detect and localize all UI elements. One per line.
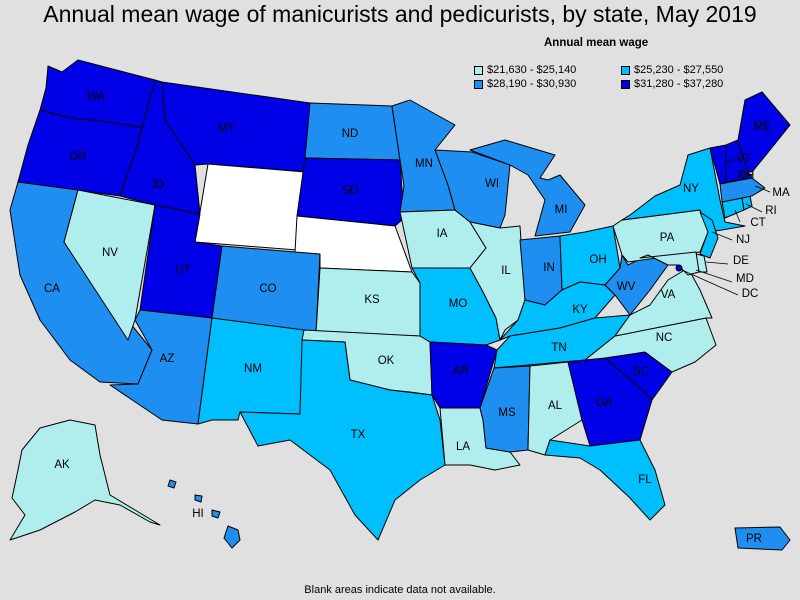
- state-label-VA: VA: [661, 289, 676, 301]
- state-label-NH: NH: [738, 170, 755, 182]
- state-label-DC: DC: [742, 288, 759, 300]
- state-label-IA: IA: [437, 228, 448, 240]
- state-label-NJ: NJ: [736, 234, 750, 246]
- state-IN[interactable]: [519, 235, 563, 306]
- state-label-RI: RI: [765, 205, 777, 217]
- state-label-MS: MS: [498, 407, 516, 419]
- state-label-TN: TN: [551, 342, 566, 354]
- state-label-MT: MT: [218, 123, 235, 135]
- leader-lines: [681, 157, 771, 296]
- legend-title: Annual mean wage: [544, 37, 649, 49]
- state-MI[interactable]: [469, 139, 586, 237]
- state-label-SC: SC: [633, 366, 649, 378]
- state-NJ[interactable]: [699, 211, 719, 259]
- state-label-WV: WV: [617, 281, 636, 293]
- legend-swatch-2: [621, 65, 630, 75]
- state-label-FL: FL: [638, 474, 652, 486]
- state-label-DE: DE: [733, 255, 749, 267]
- legend-swatch-1: [474, 65, 483, 75]
- state-WY[interactable]: [194, 163, 306, 251]
- footnote: Blank areas indicate data not available.: [304, 584, 496, 596]
- legend-item-1: $21,630 - $25,140: [474, 64, 576, 76]
- legend-label-1: $21,630 - $25,140: [487, 64, 577, 76]
- state-TX[interactable]: [239, 339, 446, 541]
- legend-label-3: $28,190 - $30,930: [487, 78, 577, 90]
- state-label-CA: CA: [44, 283, 60, 295]
- state-label-IL: IL: [501, 265, 511, 277]
- state-DC[interactable]: [675, 264, 683, 272]
- state-label-AK: AK: [54, 459, 70, 471]
- legend-item-3: $28,190 - $30,930: [474, 78, 576, 90]
- state-label-CO: CO: [259, 283, 276, 295]
- state-label-GA: GA: [596, 397, 613, 409]
- state-label-PR: PR: [746, 533, 762, 545]
- state-shapes: [9, 59, 791, 551]
- state-label-ID: ID: [152, 179, 164, 191]
- state-label-TX: TX: [351, 429, 366, 441]
- state-FL[interactable]: [544, 439, 666, 521]
- state-label-MD: MD: [736, 273, 754, 285]
- state-HI[interactable]: [167, 479, 241, 549]
- state-label-MI: MI: [555, 204, 568, 216]
- state-label-AR: AR: [453, 365, 469, 377]
- state-label-WA: WA: [87, 91, 105, 103]
- state-label-AZ: AZ: [160, 353, 175, 365]
- state-label-AL: AL: [548, 400, 563, 412]
- state-label-MA: MA: [772, 187, 790, 199]
- state-label-CT: CT: [750, 217, 765, 229]
- state-label-NY: NY: [683, 183, 699, 195]
- state-label-NM: NM: [244, 363, 262, 375]
- state-label-ND: ND: [342, 128, 359, 140]
- state-label-SD: SD: [342, 185, 358, 197]
- state-label-MO: MO: [449, 298, 468, 310]
- state-label-LA: LA: [456, 441, 470, 453]
- state-label-MN: MN: [415, 158, 433, 170]
- state-ME[interactable]: [737, 91, 791, 173]
- state-label-KS: KS: [364, 294, 380, 306]
- state-label-PA: PA: [660, 232, 675, 244]
- legend-swatch-4: [621, 79, 630, 89]
- state-label-OH: OH: [589, 254, 606, 266]
- state-label-NV: NV: [102, 247, 118, 259]
- state-label-WI: WI: [485, 178, 499, 190]
- legend-label-4: $31,280 - $37,280: [634, 78, 724, 90]
- legend-swatch-3: [474, 79, 483, 89]
- legend-item-2: $25,230 - $27,550: [621, 64, 723, 76]
- state-label-OK: OK: [378, 355, 395, 367]
- state-label-KY: KY: [572, 304, 588, 316]
- state-MD[interactable]: [639, 251, 700, 276]
- state-AK[interactable]: [9, 419, 161, 541]
- state-PR[interactable]: [734, 526, 791, 551]
- state-label-UT: UT: [175, 264, 190, 276]
- state-labels: WA OR CA NV ID MT UT AZ CO NM ND SD KS OK TX MN IA MO AR LA…: [44, 91, 790, 545]
- legend-label-2: $25,230 - $27,550: [634, 64, 724, 76]
- state-label-ME: ME: [753, 121, 771, 133]
- state-IL[interactable]: [469, 221, 526, 341]
- state-NY[interactable]: [621, 147, 746, 233]
- state-label-VT: VT: [737, 153, 752, 165]
- map-title: Annual mean wage of manicurists and pedi…: [43, 1, 757, 27]
- legend-item-4: $31,280 - $37,280: [621, 78, 723, 90]
- state-NV[interactable]: [63, 189, 156, 341]
- state-SD[interactable]: [296, 157, 405, 227]
- state-label-OR: OR: [69, 151, 86, 163]
- state-label-HI: HI: [192, 508, 204, 520]
- state-label-NC: NC: [656, 332, 673, 344]
- state-label-IN: IN: [543, 262, 555, 274]
